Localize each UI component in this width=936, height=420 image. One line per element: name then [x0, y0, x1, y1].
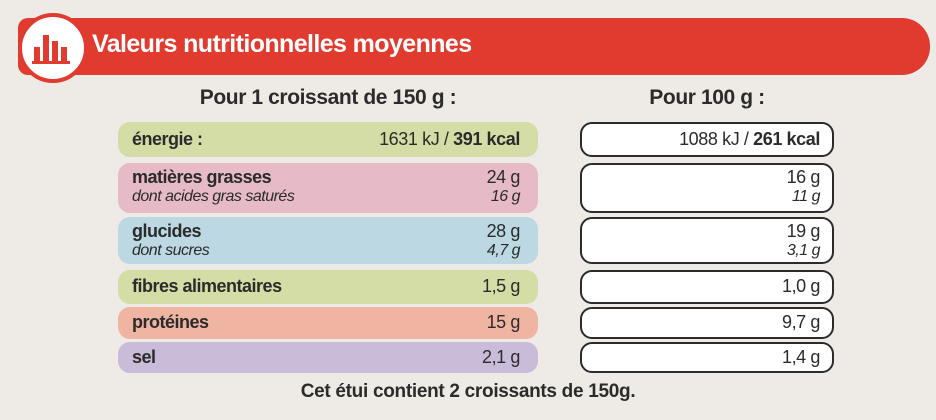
row-band	[118, 122, 538, 157]
value: 28 g	[486, 221, 521, 241]
row-band	[118, 217, 538, 264]
row-band	[118, 342, 538, 373]
title-banner	[18, 18, 930, 75]
value: 1088 kJ / 261 kcal	[679, 129, 820, 150]
sub-label: dont acides gras saturés	[132, 188, 295, 205]
row-band	[118, 163, 538, 213]
value: 2,1 g	[481, 346, 520, 367]
nutrient-label: sel	[132, 346, 156, 367]
title: Valeurs nutritionnelles moyennes	[92, 30, 472, 58]
value: 1631 kJ / 391 kcal	[379, 129, 520, 150]
value: 19 g	[786, 221, 821, 241]
kcal: 391 kcal	[453, 128, 520, 149]
value: 1,4 g	[781, 346, 820, 367]
chart-icon	[18, 13, 88, 83]
sub-value: 3,1 g	[786, 242, 821, 259]
column-header: Pour 100 g :	[649, 86, 765, 109]
nutrient-label: protéines	[132, 312, 209, 332]
value: 9,7 g	[781, 312, 820, 332]
row-box	[580, 163, 834, 213]
footer: Cet étui contient 2 croissants de 150g.	[300, 381, 636, 402]
row-box	[580, 270, 834, 304]
row-band	[118, 270, 538, 304]
kj: 1088 kJ /	[679, 128, 749, 149]
value: 1,5 g	[481, 276, 520, 296]
nutrient-label: glucides	[132, 221, 202, 241]
row-box	[580, 122, 834, 157]
row-band	[118, 307, 538, 339]
row-box	[580, 307, 834, 339]
value: 1,0 g	[781, 276, 820, 296]
column-header: Pour 1 croissant de 150 g :	[199, 86, 457, 109]
value: 24 g	[486, 167, 521, 187]
row-box	[580, 342, 834, 373]
row-box	[580, 217, 834, 264]
sub-value: 16 g	[490, 188, 521, 205]
sub-value: 4,7 g	[486, 242, 521, 259]
kcal: 261 kcal	[753, 128, 820, 149]
nutrient-label: énergie :	[132, 128, 203, 149]
value: 15 g	[486, 312, 521, 332]
sub-label: dont sucres	[132, 242, 210, 259]
sub-value: 11 g	[792, 188, 820, 205]
kj: 1631 kJ /	[379, 128, 449, 149]
nutrient-label: fibres alimentaires	[132, 276, 282, 296]
icon-graphic	[32, 35, 70, 64]
nutrient-label: matières grasses	[132, 167, 272, 187]
value: 16 g	[786, 167, 821, 187]
